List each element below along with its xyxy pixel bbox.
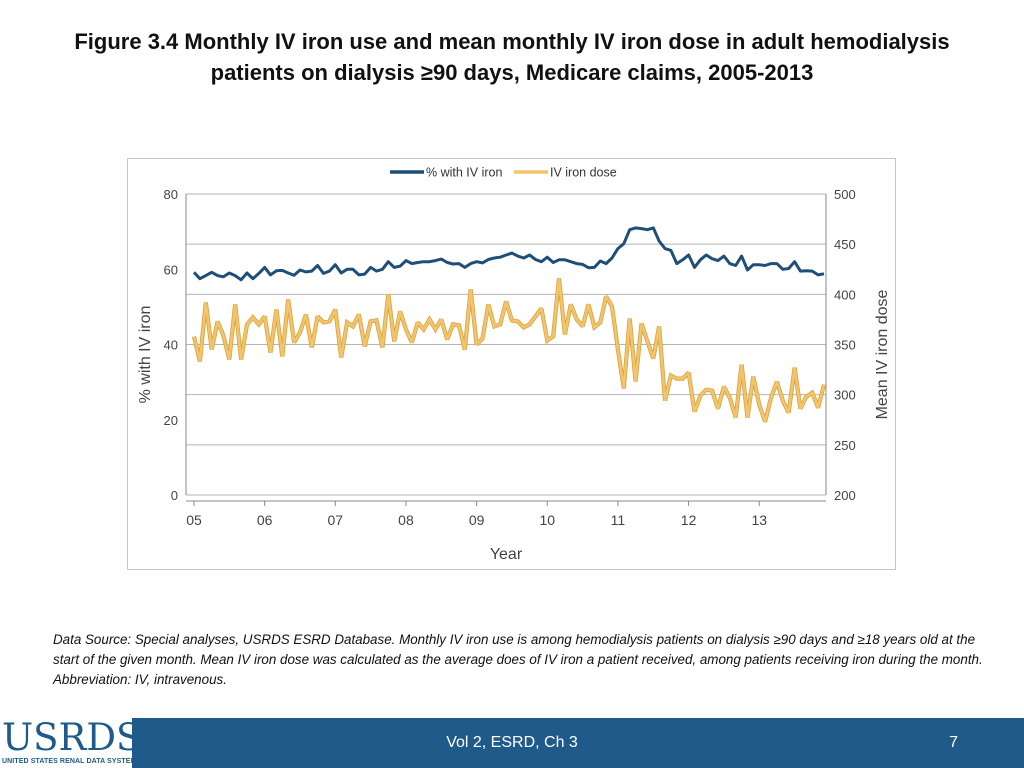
x-tick-label: 11 <box>611 512 626 528</box>
footer-label: Vol 2, ESRD, Ch 3 <box>446 734 578 751</box>
footer-bar <box>132 718 1024 768</box>
y-right-tick-label: 300 <box>834 388 856 403</box>
chart-panel: 200 250 300 350 400 450 500 0 20 40 60 80 05 06 07 08 09… <box>127 158 896 570</box>
usrds-logo: USRDS UNITED STATES RENAL DATA SYSTEM <box>0 716 141 768</box>
y-left-axis-title: % with IV iron <box>137 306 154 404</box>
series-iv-iron-dose-line <box>192 278 826 423</box>
x-tick-label: 06 <box>257 512 273 528</box>
page-number: 7 <box>949 734 958 751</box>
y-right-tick-label: 450 <box>834 237 856 252</box>
chart-svg: 200 250 300 350 400 450 500 0 20 40 60 80 05 06 07 08 09… <box>137 166 891 564</box>
y-left-tick-label: 0 <box>171 488 178 503</box>
y-right-tick-label: 200 <box>834 488 856 503</box>
y-right-tick-label: 500 <box>834 187 856 202</box>
series-pct-with-iv-iron-line <box>192 226 825 282</box>
y-left-tick-label: 20 <box>164 413 178 428</box>
logo-wordmark: USRDS <box>2 716 142 759</box>
figure-title: Figure 3.4 Monthly IV iron use and mean … <box>74 29 950 85</box>
x-tick-label: 05 <box>186 512 202 528</box>
legend-label-iv-iron-dose: IV iron dose <box>550 166 617 180</box>
x-tick-label: 08 <box>398 512 414 528</box>
x-tick-label: 07 <box>328 512 344 528</box>
x-tick-label: 13 <box>751 512 767 528</box>
x-tick-label: 10 <box>539 512 555 528</box>
y-left-tick-label: 80 <box>164 187 178 202</box>
y-right-tick-label: 400 <box>834 287 856 302</box>
data-source-note: Data Source: Special analyses, USRDS ESR… <box>53 632 983 687</box>
y-right-tick-label: 350 <box>834 338 856 353</box>
x-axis-title: Year <box>490 546 523 563</box>
y-left-tick-label: 40 <box>164 338 178 353</box>
y-left-tick-label: 60 <box>164 262 178 277</box>
x-tick-label: 09 <box>469 512 485 528</box>
legend-label-pct-with-iv-iron: % with IV iron <box>426 166 502 180</box>
y-right-axis-title: Mean IV iron dose <box>874 289 891 419</box>
logo-subtitle: UNITED STATES RENAL DATA SYSTEM <box>2 758 137 765</box>
y-right-tick-label: 250 <box>834 438 856 453</box>
x-tick-label: 12 <box>681 512 697 528</box>
